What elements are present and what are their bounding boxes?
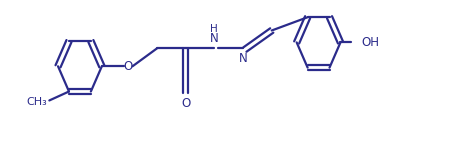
Text: N: N (239, 52, 247, 65)
Text: OH: OH (362, 36, 380, 49)
Text: H: H (211, 24, 218, 34)
Text: N: N (210, 32, 219, 45)
Text: O: O (123, 60, 133, 73)
Text: O: O (181, 97, 190, 110)
Text: CH₃: CH₃ (26, 97, 47, 107)
